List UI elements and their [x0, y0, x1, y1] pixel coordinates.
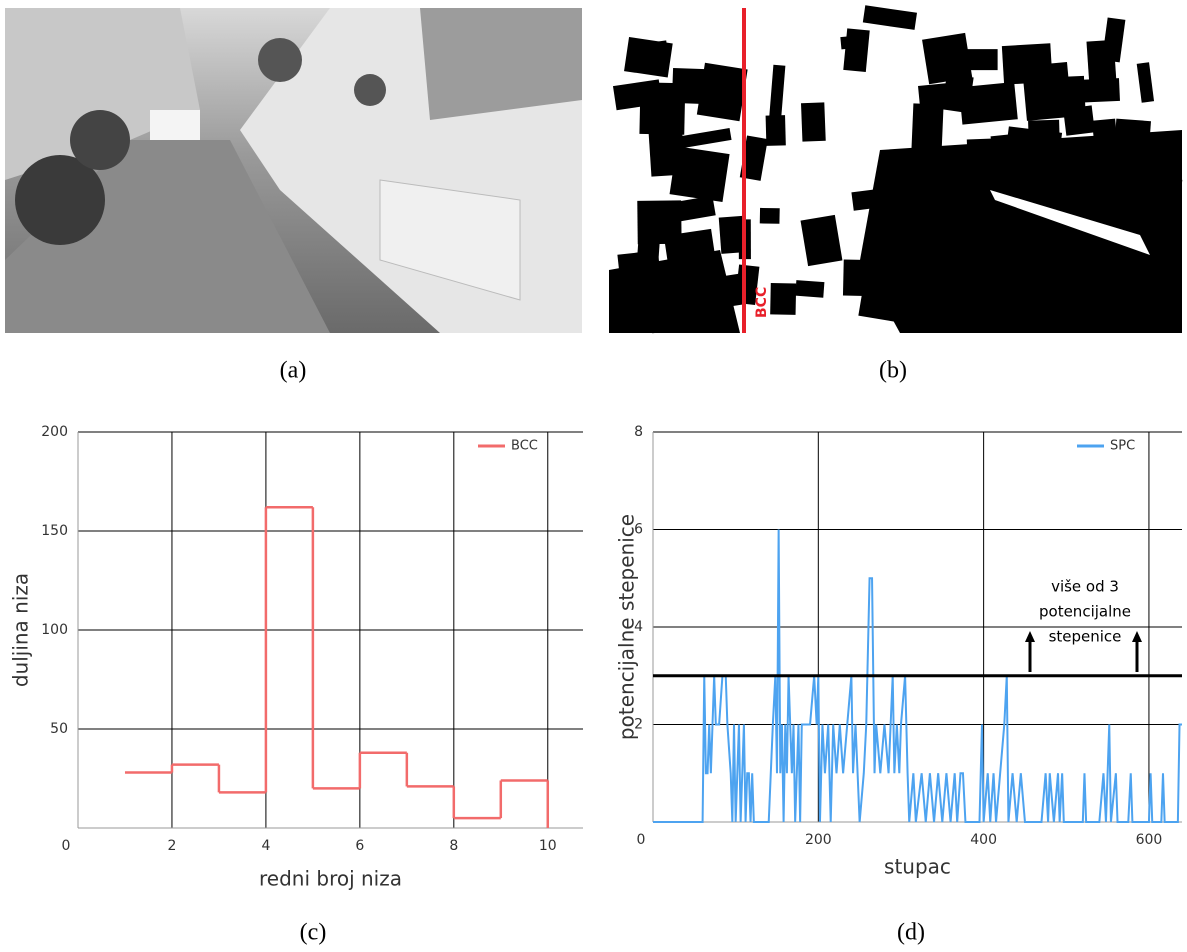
- blob: [696, 62, 748, 122]
- blob: [922, 32, 973, 85]
- blob: [676, 127, 732, 149]
- blob: [647, 117, 686, 177]
- x-tick-label: 400: [970, 832, 997, 848]
- y-tick-label: 200: [41, 424, 68, 440]
- y-tick-label: 2: [634, 717, 643, 733]
- x-axis-label: redni broj niza: [259, 867, 402, 891]
- y-axis-label: duljina niza: [9, 573, 33, 687]
- marker-label: BCC: [754, 287, 770, 318]
- blob: [1076, 78, 1120, 103]
- blob: [669, 195, 716, 223]
- blob: [800, 102, 826, 142]
- blob: [860, 130, 1182, 333]
- x-tick-label: 2: [167, 838, 176, 854]
- blob: [795, 280, 825, 298]
- blob: [609, 250, 740, 333]
- caption: (c): [300, 920, 327, 946]
- annotation: više od 3: [1051, 578, 1119, 596]
- blob: [1001, 43, 1053, 85]
- x-tick-label: 4: [261, 838, 270, 854]
- data-line: [653, 529, 1182, 823]
- blob: [770, 283, 797, 315]
- x-tick-label: 600: [1136, 832, 1163, 848]
- arrow-head: [1025, 631, 1035, 642]
- blob: [759, 207, 780, 224]
- blob: [739, 135, 768, 181]
- y-axis-label: potencijalne stepenice: [615, 514, 639, 740]
- blob: [800, 214, 843, 267]
- blob: [612, 79, 663, 111]
- blob: [1086, 39, 1117, 85]
- x-tick-label: 0: [62, 838, 71, 854]
- annotation: stepenice: [1049, 628, 1122, 646]
- annotation: potencijalne: [1039, 603, 1131, 621]
- blob: [918, 82, 960, 108]
- y-tick-label: 4: [634, 619, 643, 635]
- photo-b: [609, 5, 1183, 334]
- blob: [652, 40, 669, 61]
- arrow-head: [1132, 631, 1142, 642]
- blob: [990, 190, 1150, 255]
- caption: (b): [879, 358, 907, 384]
- x-tick-label: 0: [637, 832, 646, 848]
- blob: [843, 28, 870, 72]
- x-tick-label: 10: [539, 838, 557, 854]
- x-axis-label: stupac: [884, 855, 951, 879]
- blob: [636, 228, 661, 268]
- legend-label: SPC: [1110, 439, 1135, 454]
- blob: [958, 81, 1018, 125]
- blob: [718, 215, 747, 254]
- blob: [765, 115, 786, 146]
- blob: [1136, 62, 1155, 103]
- x-tick-label: 8: [449, 838, 458, 854]
- y-tick-label: 6: [634, 522, 643, 538]
- x-tick-label: 6: [355, 838, 364, 854]
- blob: [669, 146, 730, 202]
- y-tick-label: 100: [41, 622, 68, 638]
- blob: [911, 103, 944, 157]
- y-tick-label: 50: [50, 721, 68, 737]
- blob: [769, 64, 786, 120]
- blob: [734, 264, 760, 306]
- blob: [840, 36, 854, 50]
- y-tick-label: 150: [41, 523, 68, 539]
- caption: (d): [897, 920, 925, 946]
- blob: [862, 5, 918, 30]
- legend-label: BCC: [511, 439, 538, 454]
- photo-a: [5, 8, 582, 333]
- x-tick-label: 200: [805, 832, 832, 848]
- y-tick-label: 8: [634, 424, 643, 440]
- caption: (a): [280, 358, 307, 384]
